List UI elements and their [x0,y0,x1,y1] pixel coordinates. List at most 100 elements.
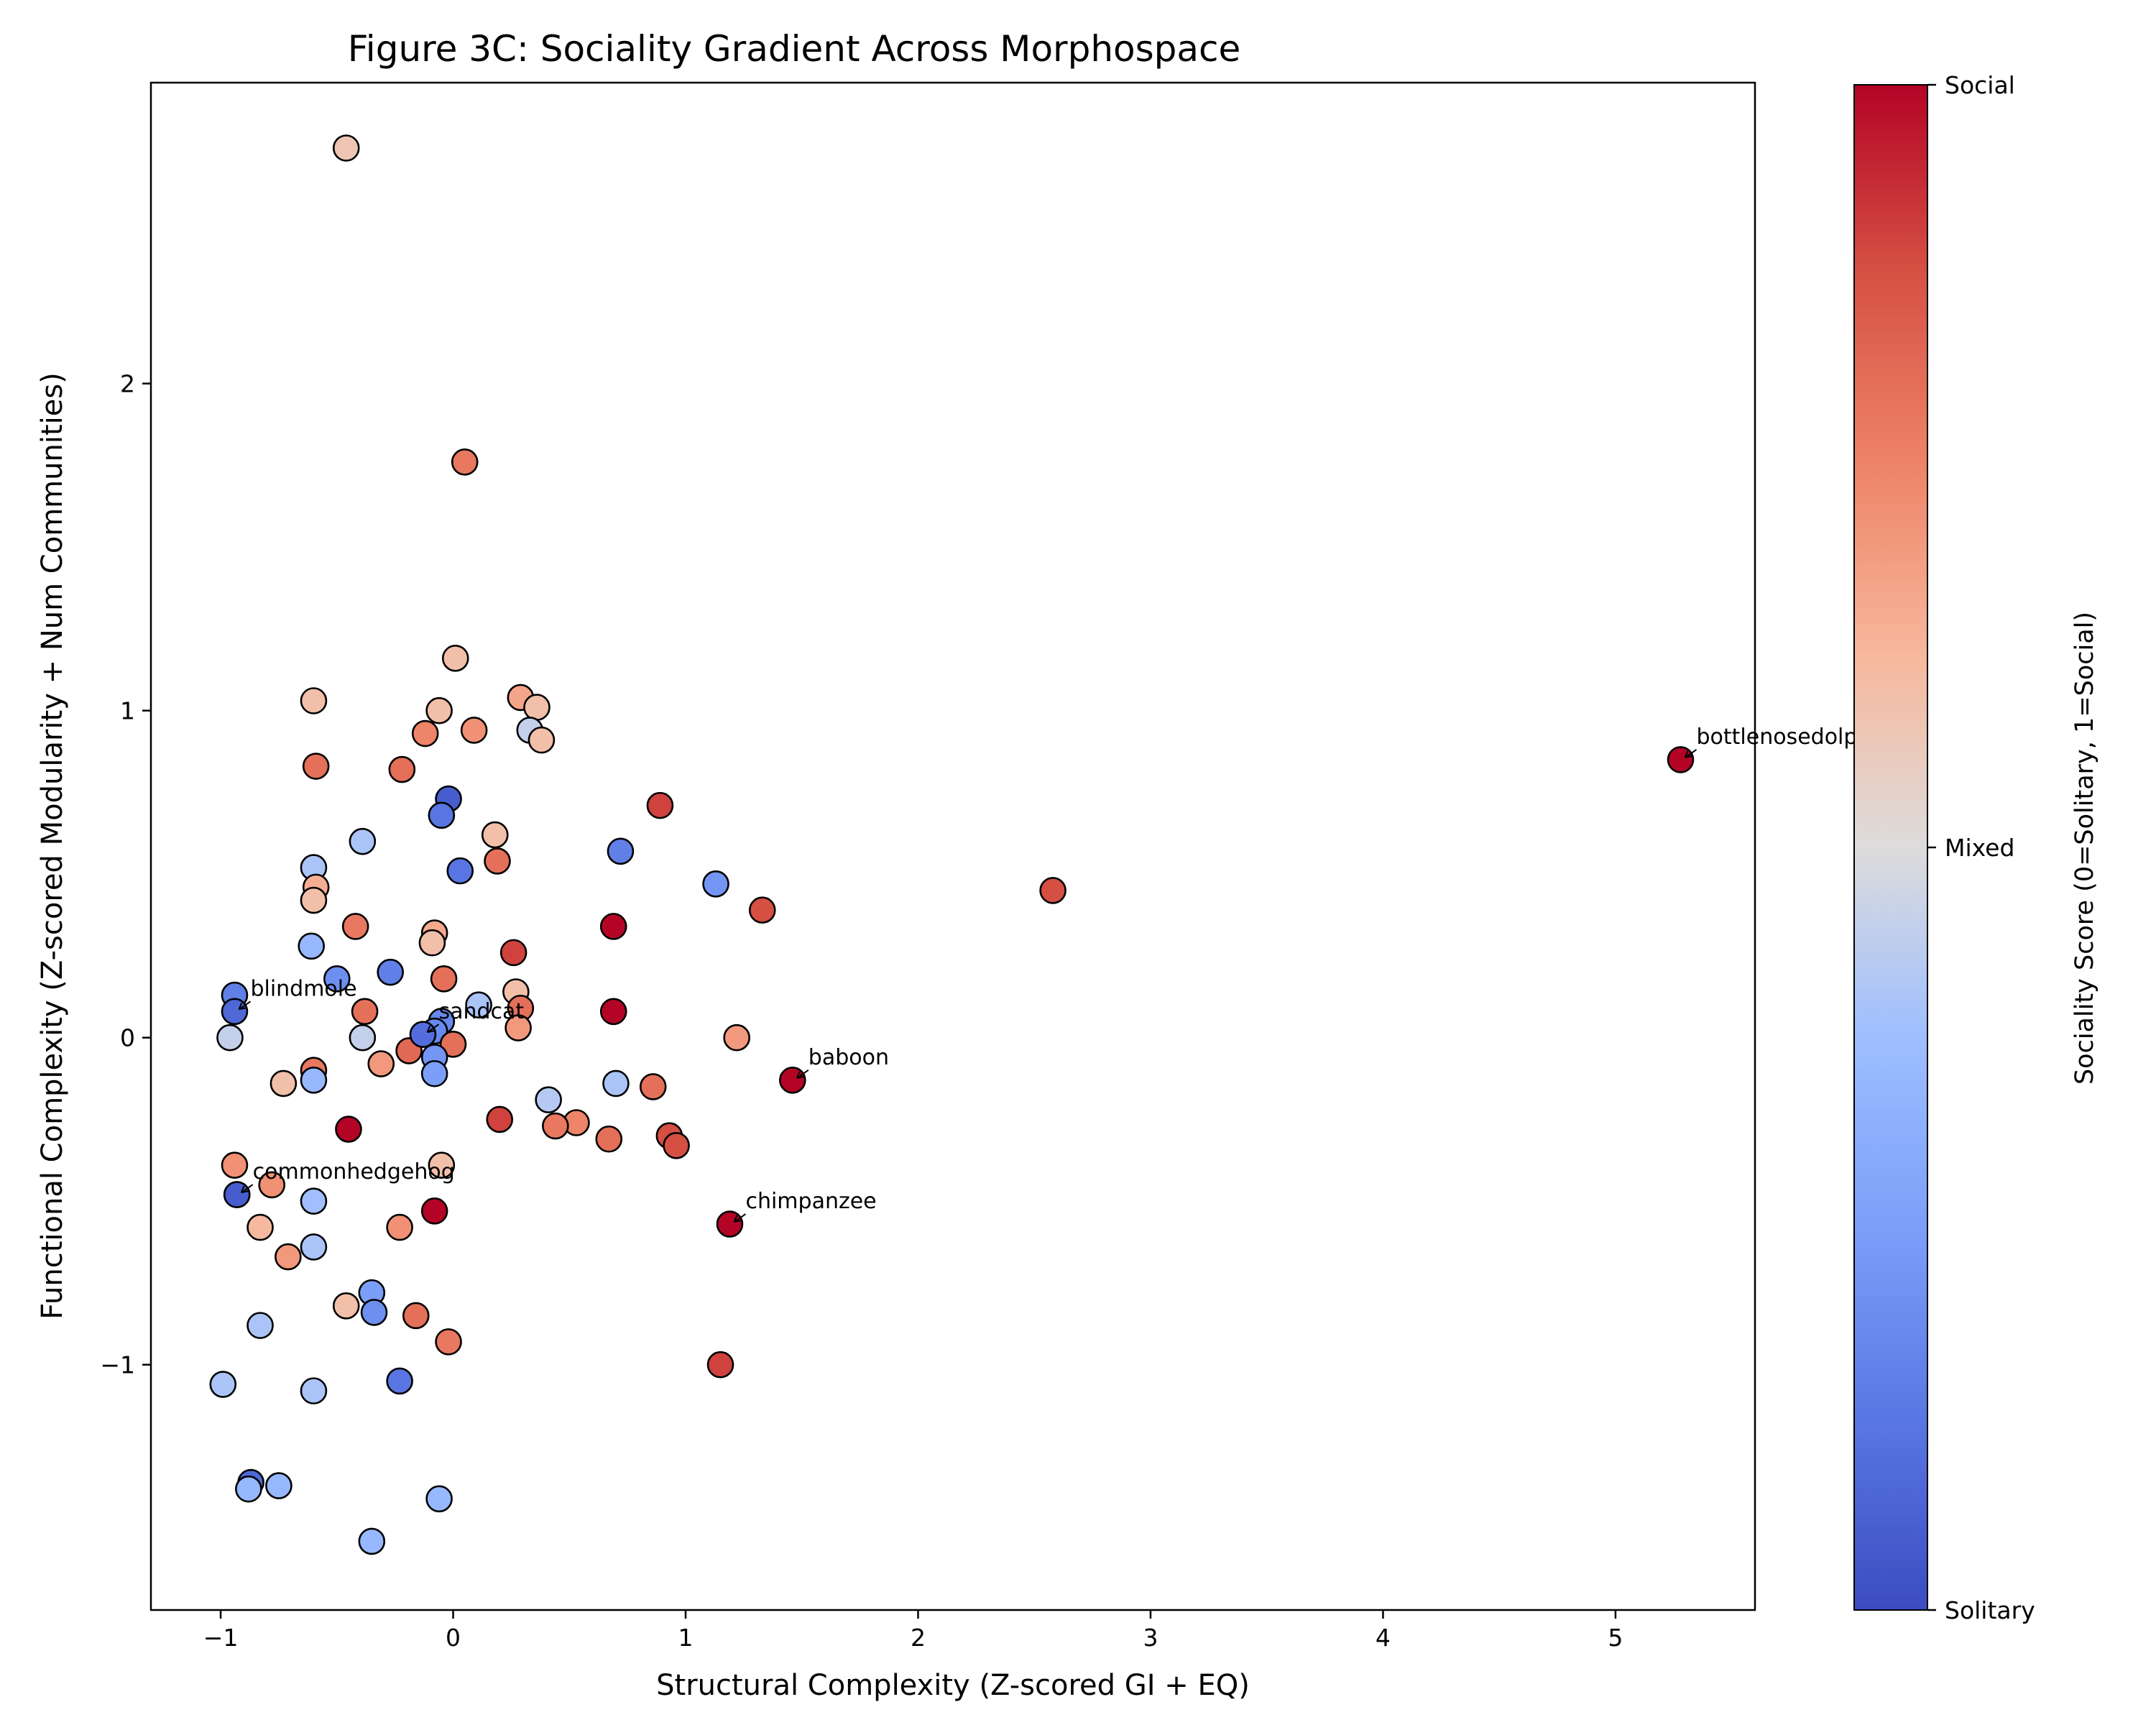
annotation-arrowhead [426,1025,435,1034]
scatter-point [235,1475,262,1503]
scatter-point [265,1472,292,1499]
scatter-point [349,827,377,855]
scatter-point [702,870,729,898]
scatter-point [258,1171,286,1199]
scatter-point [300,1067,328,1094]
scatter-point [599,998,627,1026]
colorbar-gradient [1853,84,1928,1611]
y-tick-label: 1 [120,697,135,725]
scatter-point [270,1070,298,1098]
y-tick-label: −1 [100,1351,135,1379]
scatter-point [486,1105,514,1133]
chart-title: Figure 3C: Sociality Gradient Across Mor… [348,28,1241,70]
scatter-point [300,886,328,914]
annotation-arrowhead [238,1002,247,1011]
scatter-point [388,755,416,783]
x-tick-label: 5 [1608,1624,1623,1652]
scatter-point [428,801,456,829]
scatter-point [247,1312,274,1339]
scatter-point [351,998,379,1026]
plot-area [149,81,1756,1611]
scatter-point [779,1067,806,1094]
scatter-point [300,687,328,714]
scatter-point [528,726,556,754]
scatter-point [542,1112,569,1140]
annotation-arrowhead [796,1071,804,1079]
scatter-point [716,1210,744,1238]
scatter-point [298,932,326,960]
scatter-point [377,958,404,986]
scatter-point [358,1527,386,1555]
x-tick-label: 4 [1376,1624,1391,1652]
scatter-point [484,847,511,875]
x-tick-label: 2 [911,1624,926,1652]
scatter-point [723,1024,750,1052]
scatter-point [481,821,509,849]
x-tick-label: −1 [203,1624,239,1652]
scatter-point [602,1070,630,1098]
scatter-point [402,1302,430,1330]
scatter-point [505,1014,532,1041]
scatter-point [221,1151,249,1179]
colorbar-label: Sociality Score (0=Solitary, 1=Social) [2070,612,2099,1085]
scatter-point [595,1125,623,1153]
scatter-point [428,1151,456,1179]
scatter-point [1039,877,1067,904]
annotation-arrowhead [1684,750,1692,758]
scatter-point [367,1050,395,1077]
scatter-point [300,1187,328,1215]
scatter-point [216,1024,244,1052]
scatter-point [341,913,369,940]
annotation-arrowhead [733,1215,742,1223]
scatter-point [420,1059,448,1087]
scatter-point [360,1299,388,1326]
annotation-label: commonhedgehog [253,1159,455,1184]
y-tick-label: 2 [120,370,135,398]
scatter-point [420,1197,448,1225]
scatter-point [460,717,488,744]
annotation-arrow [798,1070,809,1078]
scatter-point [599,913,627,940]
scatter-point [706,1351,734,1379]
scatter-point [435,1328,462,1356]
scatter-point [221,998,249,1026]
annotation-arrow [239,1000,252,1010]
colorbar-tick-label: Mixed [1945,834,2014,862]
scatter-point [323,965,351,993]
x-tick-label: 3 [1143,1624,1158,1652]
annotation-label: baboon [808,1045,889,1070]
scatter-point [349,1024,377,1052]
scatter-point [439,1030,467,1058]
annotation-arrow [1685,749,1697,758]
scatter-point [332,134,360,162]
scatter-point [223,1181,251,1208]
annotation-arrowhead [240,1185,249,1194]
scatter-point [425,1485,453,1513]
scatter-point [499,939,528,967]
scatter-point [441,645,469,672]
x-axis-ticks: −1 0 1 2 3 4 5 [203,1610,1623,1652]
scatter-point [430,965,458,993]
x-axis-label: Structural Complexity (Z-scored GI + EQ) [656,1669,1250,1702]
scatter-point [386,1367,413,1395]
y-tick-label: 0 [120,1024,135,1052]
scatter-point [425,696,453,724]
colorbar-tick-label: Social [1945,71,2015,99]
scatter-point [300,1233,328,1261]
annotation-label: sandcat [438,999,524,1024]
x-tick-label: 0 [446,1624,461,1652]
scatter-point [465,991,492,1018]
colorbar-tick-label: Solitary [1945,1596,2035,1624]
scatter-point [332,1292,360,1320]
scatter-point [411,719,439,748]
scatter-point [1667,746,1695,773]
scatter-point [275,1243,302,1271]
scatter-point [409,1021,437,1048]
scatter-point [639,1073,667,1100]
scatter-points [209,134,1695,1555]
annotation-label: chimpanzee [745,1189,876,1214]
x-tick-label: 1 [678,1624,694,1652]
scatter-point [535,1086,562,1113]
scatter-point [663,1132,690,1159]
y-axis-label: Functional Complexity (Z-scored Modulari… [36,372,69,1320]
